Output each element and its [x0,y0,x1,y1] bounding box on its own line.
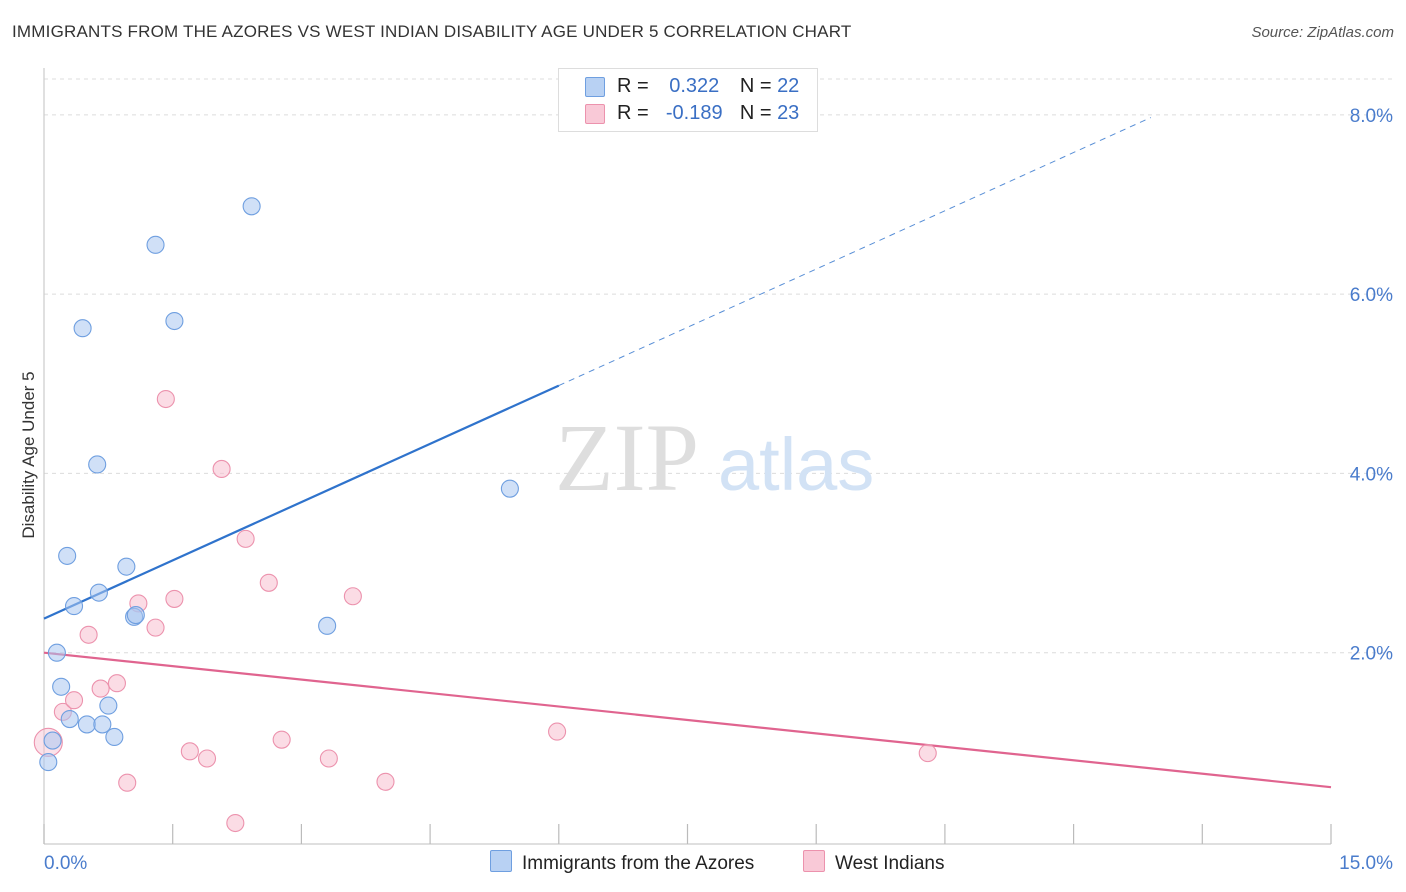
data-point-azores [165,311,184,331]
data-point-azores [105,727,124,747]
data-point-azores [64,597,84,616]
legend-n-label: N = [739,75,772,97]
data-point-azores [73,319,92,338]
data-point-westindians [212,459,231,478]
source-label: Source: ZipAtlas.com [1251,24,1394,41]
data-point-westindians [319,749,338,768]
bottom-legend-azores: Immigrants from the Azores [490,850,754,875]
legend-n-label: N = [739,102,772,124]
data-point-azores [77,715,96,734]
data-point-westindians [64,691,84,710]
data-point-azores [39,753,58,772]
data-point-azores [318,616,337,635]
data-point-westindians [146,618,165,637]
bottom-legend-westindians: West Indians [803,850,944,875]
grid-lines [44,78,1392,654]
data-point-westindians [156,389,175,409]
trend-lines [43,117,1332,789]
data-point-azores [88,455,107,474]
watermark-zip: ZIP [555,404,699,511]
data-point-westindians [376,772,395,791]
data-point-westindians [236,529,255,548]
data-point-azores [242,197,261,216]
legend-n-value-westindians: 23 [777,102,800,124]
data-point-westindians [79,625,98,644]
trend-line-azores [43,384,560,620]
data-point-westindians [107,674,126,693]
legend-swatch-azores [585,77,605,97]
y-tick-label: 4.0% [1350,464,1393,485]
bottom-legend-swatch-westindians [803,850,825,872]
tick-labels: 2.0% 4.0% 6.0% 8.0% 0.0% 15.0% [44,106,1393,874]
x-tick-label: 0.0% [44,853,87,874]
data-point-azores [60,709,79,729]
bottom-legend-label-azores: Immigrants from the Azores [522,853,755,874]
data-point-westindians [91,679,110,698]
data-point-azores [146,235,165,254]
data-points [33,197,937,833]
data-point-westindians [343,587,362,606]
data-point-azores [93,715,112,734]
data-point-westindians [165,589,184,608]
data-point-westindians [918,744,937,763]
legend-swatch-westindians [585,104,605,124]
x-tick-label: 15.0% [1339,853,1393,874]
watermark-atlas: atlas [718,423,874,506]
bottom-legend-label-westindians: West Indians [835,853,945,874]
legend-r-value-westindians: -0.189 [665,102,723,124]
y-tick-label: 8.0% [1350,106,1393,127]
data-point-azores [500,479,519,498]
legend-n-value-azores: 22 [777,75,800,97]
chart-title: IMMIGRANTS FROM THE AZORES VS WEST INDIA… [12,22,852,41]
y-tick-label: 2.0% [1350,644,1393,665]
data-point-westindians [548,722,567,741]
data-point-westindians [259,573,278,592]
data-point-azores [89,583,108,602]
data-point-westindians [118,773,137,792]
legend-r-value-azores: 0.322 [669,75,720,97]
data-point-azores [43,731,62,750]
data-point-azores [52,677,71,696]
data-point-westindians [226,813,245,833]
bottom-legend-swatch-azores [490,850,512,872]
data-point-azores [117,557,136,576]
data-point-azores [126,606,145,625]
watermark: ZIP atlas [555,404,874,511]
data-point-westindians [197,749,217,768]
y-tick-label: 6.0% [1350,285,1393,306]
stats-legend: R = 0.322 N = 22 R = -0.189 N = 23 [558,68,818,132]
data-point-azores [58,546,77,565]
data-point-westindians [272,730,291,749]
y-axis-label: Disability Age Under 5 [19,371,38,538]
axes [43,68,1332,845]
data-point-westindians [180,742,199,761]
legend-r-label: R = [617,102,649,124]
trend-line-extension-azores [558,117,1152,387]
data-point-azores [99,696,118,715]
trend-line-westindians [43,651,1332,789]
data-point-azores [47,643,66,662]
legend-r-label: R = [617,75,649,97]
